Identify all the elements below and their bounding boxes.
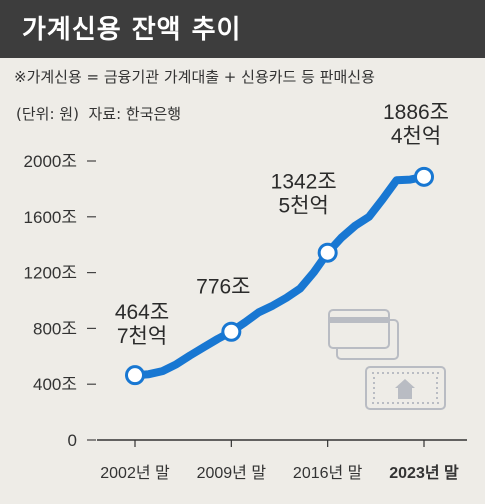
y-axis: 0 400조 800조 1200조 1600조 2000조 — [24, 152, 96, 450]
credit-card-icon — [328, 309, 399, 360]
series-line — [131, 172, 428, 380]
x-tick-label: 2009년 말 — [197, 464, 267, 482]
x-tick-label: 2023년 말 — [389, 463, 459, 482]
source-label: 자료: 한국은행 — [88, 105, 182, 123]
x-tick-label: 2002년 말 — [100, 464, 170, 482]
title-bar — [0, 0, 485, 58]
y-tick-label: 800조 — [33, 319, 77, 338]
data-point-marker — [125, 365, 145, 386]
data-label: 1886조 — [383, 101, 449, 124]
decorative-icons — [328, 309, 446, 410]
data-label: 5천억 — [279, 195, 329, 218]
y-tick-label: 1600조 — [24, 208, 77, 227]
y-tick-label: 0 — [68, 431, 77, 450]
y-tick-label: 2000조 — [24, 152, 77, 171]
unit-source-line: (단위: 원) 자료: 한국은행 — [16, 103, 181, 124]
chart-title: 가계신용 잔액 추이 — [22, 15, 242, 45]
unit-label: (단위: 원) — [16, 105, 79, 123]
data-label: 1342조 — [271, 171, 337, 194]
data-point-marker — [317, 242, 338, 263]
y-tick-label: 400조 — [33, 375, 77, 394]
series-layer — [131, 172, 428, 380]
definition-note: ※가계신용 = 금융기관 가계대출 + 신용카드 등 판매신용 — [14, 68, 375, 86]
data-point-marker — [221, 321, 242, 342]
x-axis: 2002년 말 2009년 말 2016년 말 2023년 말 — [97, 439, 467, 482]
x-tick-label: 2016년 말 — [293, 464, 363, 482]
data-label: 776조 — [196, 276, 250, 299]
house-card-icon — [365, 366, 446, 410]
data-point-marker — [414, 166, 434, 187]
data-label: 464조 — [115, 301, 169, 324]
y-tick-label: 1200조 — [24, 264, 77, 283]
marker-layer — [125, 166, 434, 386]
data-label: 4천억 — [391, 125, 441, 148]
data-label: 7천억 — [117, 325, 167, 348]
